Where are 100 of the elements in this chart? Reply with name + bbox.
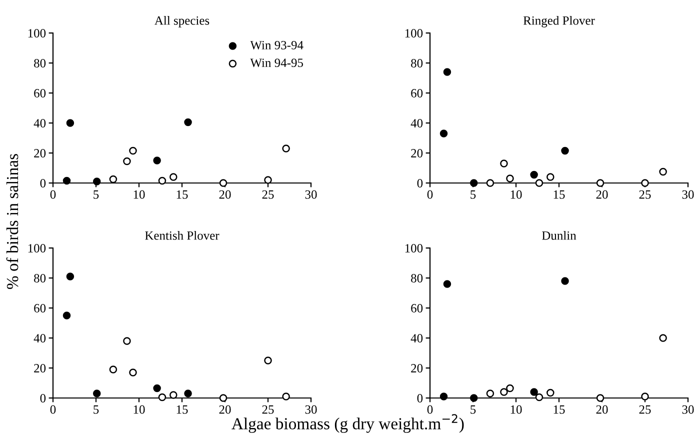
point [282,392,290,400]
y-tick-label: 80 [411,274,423,282]
point [62,176,71,185]
point [535,393,544,402]
y-tick-label: 100 [405,29,423,38]
y-tick-label: 20 [34,364,46,372]
point [443,280,452,288]
x-tick-label: 0 [50,405,56,414]
x-tick-label: 5 [94,405,99,414]
point [129,146,137,155]
x-tick-label: 5 [470,405,476,414]
point [443,68,452,76]
point [500,160,508,168]
x-axis-title: Algae biomass (g dry weight.m$^{−2}$) [232,414,464,433]
y-tick-label: 0 [40,394,46,402]
point [219,394,228,402]
y-tick-label: 20 [34,149,46,158]
x-tick-label: 10 [510,190,522,199]
point [506,384,514,392]
y-tick-label: 20 [411,364,423,372]
y-tick-label: 60 [411,304,423,312]
point [486,390,494,398]
point [506,174,514,182]
x-tick-label: 20 [219,405,231,414]
y-tick-label: 40 [34,334,46,342]
point [66,119,74,127]
x-tick-label: 20 [596,190,608,199]
point [158,393,166,402]
point [170,173,178,181]
point [170,391,178,399]
x-tick-label: 20 [596,405,608,414]
point [546,388,554,397]
point [62,312,71,320]
chart-title: Kentish Plover [145,230,220,240]
point [641,179,649,187]
point [66,272,74,280]
x-tick-label: 25 [639,190,651,199]
point [561,277,569,285]
point [129,368,137,376]
y-tick-label: 80 [34,59,46,68]
point [530,170,538,179]
x-tick-label: 5 [470,190,476,199]
x-tick-label: 30 [305,405,317,414]
legend-label: Win 94-95 [250,58,304,68]
x-tick-label: 0 [50,190,56,199]
y-tick-label: 0 [417,394,423,402]
y-tick-label: 40 [410,334,423,342]
point [264,176,272,184]
y-tick-label: 60 [34,304,46,312]
y-tick-label: 0 [417,179,423,188]
point [184,390,192,398]
y-tick-label: 100 [28,29,46,38]
point [535,179,544,187]
y-tick-label: 100 [405,244,423,252]
y-tick-label: 20 [411,149,423,158]
point [123,337,131,345]
x-tick-label: 10 [134,405,145,414]
point [109,366,118,374]
point [470,394,478,402]
point [530,388,538,396]
point [561,146,569,155]
x-tick-label: 15 [176,190,188,199]
x-tick-label: 10 [510,405,522,414]
y-tick-label: 80 [34,274,46,282]
x-tick-label: 30 [682,405,694,414]
point [123,157,131,166]
y-tick-label: 40 [410,119,423,128]
point [153,384,161,392]
point [219,179,228,187]
x-tick-label: 15 [554,190,565,199]
point [92,178,101,186]
chart-title: Ringed Plover [523,16,595,28]
point [486,179,494,187]
point [500,388,508,396]
point [92,390,101,398]
point [440,392,448,400]
x-tick-label: 5 [94,190,99,199]
point [641,392,649,400]
y-axis-title: % of birds in salinas [6,154,18,289]
x-tick-label: 10 [134,190,145,199]
y-tick-label: 80 [411,59,423,68]
point [659,168,667,176]
y-tick-label: 100 [28,244,46,252]
x-tick-label: 15 [554,405,565,414]
x-tick-label: 25 [639,405,651,414]
point [659,334,667,342]
point [596,394,604,402]
x-tick-label: 15 [176,405,188,414]
point [153,156,161,164]
chart-title: All species [154,16,210,28]
point [440,130,448,138]
point [109,175,118,184]
point [546,173,554,181]
x-tick-label: 25 [262,405,274,414]
y-tick-label: 60 [34,89,46,98]
y-tick-label: 60 [411,89,423,98]
point [184,118,192,126]
chart-title: Dunlin [542,230,576,240]
point [158,176,166,185]
legend-label: Win 93-94 [250,40,304,50]
